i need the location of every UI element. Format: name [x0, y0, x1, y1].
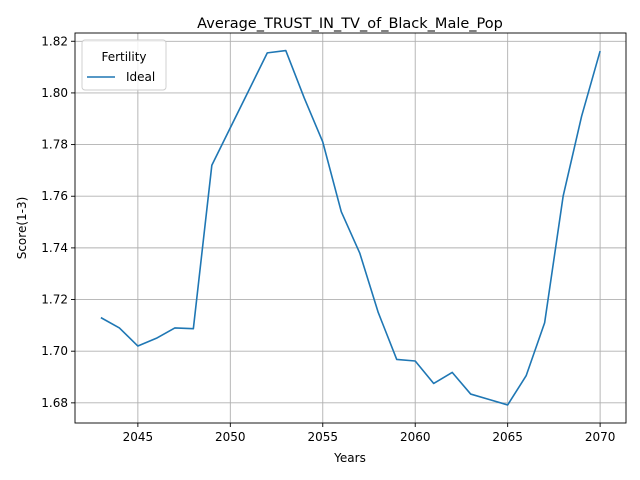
legend-label-ideal: Ideal	[126, 70, 155, 84]
x-tick-label: 2055	[307, 430, 338, 444]
x-axis-ticks: 2045 2050 2055 2060 2065 2070	[123, 423, 616, 444]
y-tick-label: 1.70	[41, 344, 68, 358]
plot-frame	[74, 32, 627, 424]
y-tick-label: 1.68	[41, 396, 68, 410]
y-tick-label: 1.74	[41, 241, 68, 255]
x-tick-label: 2050	[215, 430, 246, 444]
x-tick-label: 2045	[123, 430, 154, 444]
series-line-ideal	[100, 49, 601, 406]
y-axis-ticks: 1.68 1.70 1.72 1.74 1.76 1.78 1.80 1.82	[41, 34, 75, 410]
legend-title: Fertility	[101, 50, 146, 64]
x-tick-label: 2070	[585, 430, 616, 444]
y-tick-label: 1.72	[41, 293, 68, 307]
y-tick-label: 1.78	[41, 138, 68, 152]
x-axis-label: Years	[333, 451, 366, 465]
y-tick-label: 1.80	[41, 86, 68, 100]
chart-title: Average_TRUST_IN_TV_of_Black_Male_Pop	[197, 16, 503, 32]
grid-lines	[75, 33, 626, 423]
y-tick-label: 1.82	[41, 34, 68, 48]
x-tick-label: 2060	[400, 430, 431, 444]
y-axis-label: Score(1-3)	[15, 197, 29, 260]
y-tick-label: 1.76	[41, 189, 68, 203]
x-tick-label: 2065	[492, 430, 523, 444]
legend: Fertility Ideal	[81, 39, 167, 91]
series-layer	[100, 49, 601, 406]
